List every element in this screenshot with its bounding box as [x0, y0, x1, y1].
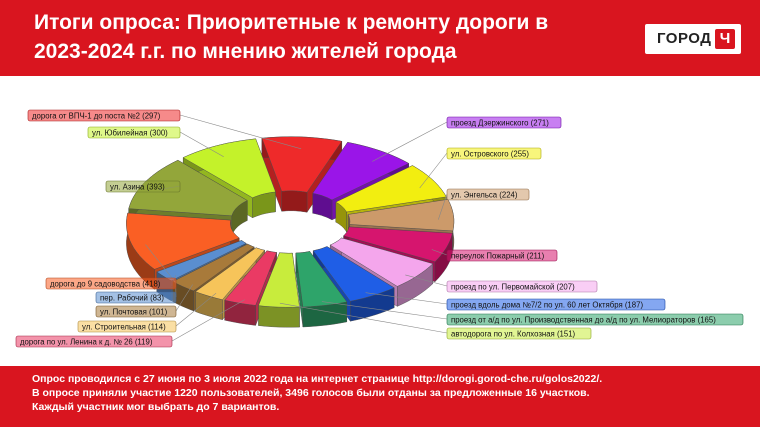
- label-box-11: [77, 320, 177, 333]
- leader-line-5: [431, 249, 448, 256]
- title-line-1: Итоги опроса: Приоритетные к ремонту дор…: [34, 11, 549, 34]
- slice-label-7: проезд вдоль дома №7/2 по ул. 60 лет Окт…: [451, 300, 643, 309]
- label-box-3: [446, 147, 542, 160]
- slice-8: [295, 251, 347, 328]
- header-banner: Итоги опроса: Приоритетные к ремонту дор…: [0, 0, 760, 76]
- title-line-2: 2023-2024 г.г. по мнению жителей города: [34, 40, 457, 63]
- label-box-10: [15, 335, 173, 348]
- label-box-7: [446, 298, 666, 311]
- slice-label-2: проезд Дзержинского (271): [451, 118, 549, 127]
- label-box-12: [95, 305, 177, 318]
- slice-top-10: [224, 250, 277, 306]
- logo-text: ГОРОД: [657, 30, 712, 47]
- slice-label-16: ул. Юбилейная (300): [92, 128, 168, 137]
- slice-label-4: ул. Энгельса (224): [451, 190, 518, 199]
- leader-line-8: [321, 301, 448, 320]
- slice-top-8: [295, 251, 347, 308]
- label-box-6: [446, 280, 598, 293]
- leader-line-14: [145, 244, 177, 284]
- slice-top-7: [313, 246, 395, 302]
- slice-label-12: ул. Почтовая (101): [100, 307, 168, 316]
- slice-label-8: проезд от а/д по ул. Производственная до…: [451, 315, 716, 324]
- slice-label-6: проезд по ул. Первомайской (207): [451, 282, 575, 291]
- leader-line-6: [405, 274, 448, 287]
- leader-line-11: [175, 292, 217, 327]
- label-box-1: [27, 109, 181, 122]
- leader-line-7: [365, 292, 448, 305]
- footer-line-3: Каждый участник мог выбрать до 7 вариант…: [32, 401, 280, 413]
- label-box-14: [45, 277, 177, 290]
- slice-top-12: [172, 243, 255, 292]
- slice-label-10: дорога по ул. Ленина к д. № 26 (119): [20, 337, 153, 346]
- leader-line-10: [171, 299, 245, 342]
- footer-line-2: В опросе приняли участие 1220 пользовате…: [32, 387, 590, 399]
- logo-mark: Ч: [715, 29, 735, 49]
- slice-9: [258, 252, 300, 328]
- gorod-logo[interactable]: ГОРОД Ч: [645, 24, 741, 54]
- slice-top-13: [156, 240, 247, 281]
- label-box-2: [446, 116, 562, 129]
- leader-line-1: [179, 114, 302, 150]
- slice-label-14: дорога до 9 садоводства (418): [50, 279, 161, 288]
- label-box-8: [446, 313, 744, 326]
- leader-line-16: [179, 131, 224, 157]
- slice-top-4: [347, 199, 455, 232]
- footer-banner: Опрос проводился с 27 июня по 3 июля 202…: [0, 366, 760, 427]
- slice-top-9: [258, 252, 300, 308]
- leader-line-2: [372, 121, 448, 162]
- slice-top-6: [330, 237, 433, 287]
- slice-label-3: ул. Островского (255): [451, 149, 529, 158]
- slice-top-1: [261, 136, 342, 193]
- slice-top-5: [343, 226, 453, 262]
- slice-label-9: автодорога по ул. Колхозная (151): [451, 329, 576, 338]
- donut-chart: дорога от ВПЧ-1 до поста №2 (297) проезд …: [15, 109, 744, 348]
- slice-label-13: пер. Рабочий (83): [100, 293, 164, 302]
- slice-top-3: [335, 165, 447, 213]
- slice-label-5: переулок Пожарный (211): [451, 251, 545, 260]
- slice-top-2: [312, 142, 409, 201]
- label-box-16: [87, 126, 181, 139]
- label-box-4: [446, 188, 530, 201]
- slice-top-16: [183, 138, 276, 198]
- label-box-13: [95, 291, 177, 304]
- footer-line-1: Опрос проводился с 27 июня по 3 июля 202…: [32, 373, 603, 385]
- slice-label-15: ул. Азина (393): [110, 182, 165, 191]
- leader-line-9: [279, 302, 448, 334]
- slice-label-11: ул. Строительная (114): [82, 322, 166, 331]
- label-box-9: [446, 327, 592, 340]
- leader-line-4: [438, 193, 448, 220]
- slice-label-1: дорога от ВПЧ-1 до поста №2 (297): [32, 111, 161, 120]
- label-box-5: [446, 249, 558, 262]
- slice-inner-wall-1: [281, 190, 308, 213]
- callout-labels: дорога от ВПЧ-1 до поста №2 (297) проезд …: [15, 109, 744, 348]
- page-title: Итоги опроса: Приоритетные к ремонту дор…: [34, 8, 594, 66]
- leader-line-3: [419, 152, 448, 189]
- slice-outer-wall-9: [258, 305, 300, 328]
- label-box-15: [105, 180, 181, 193]
- leader-line-12: [175, 284, 193, 312]
- slice-top-14: [126, 212, 240, 270]
